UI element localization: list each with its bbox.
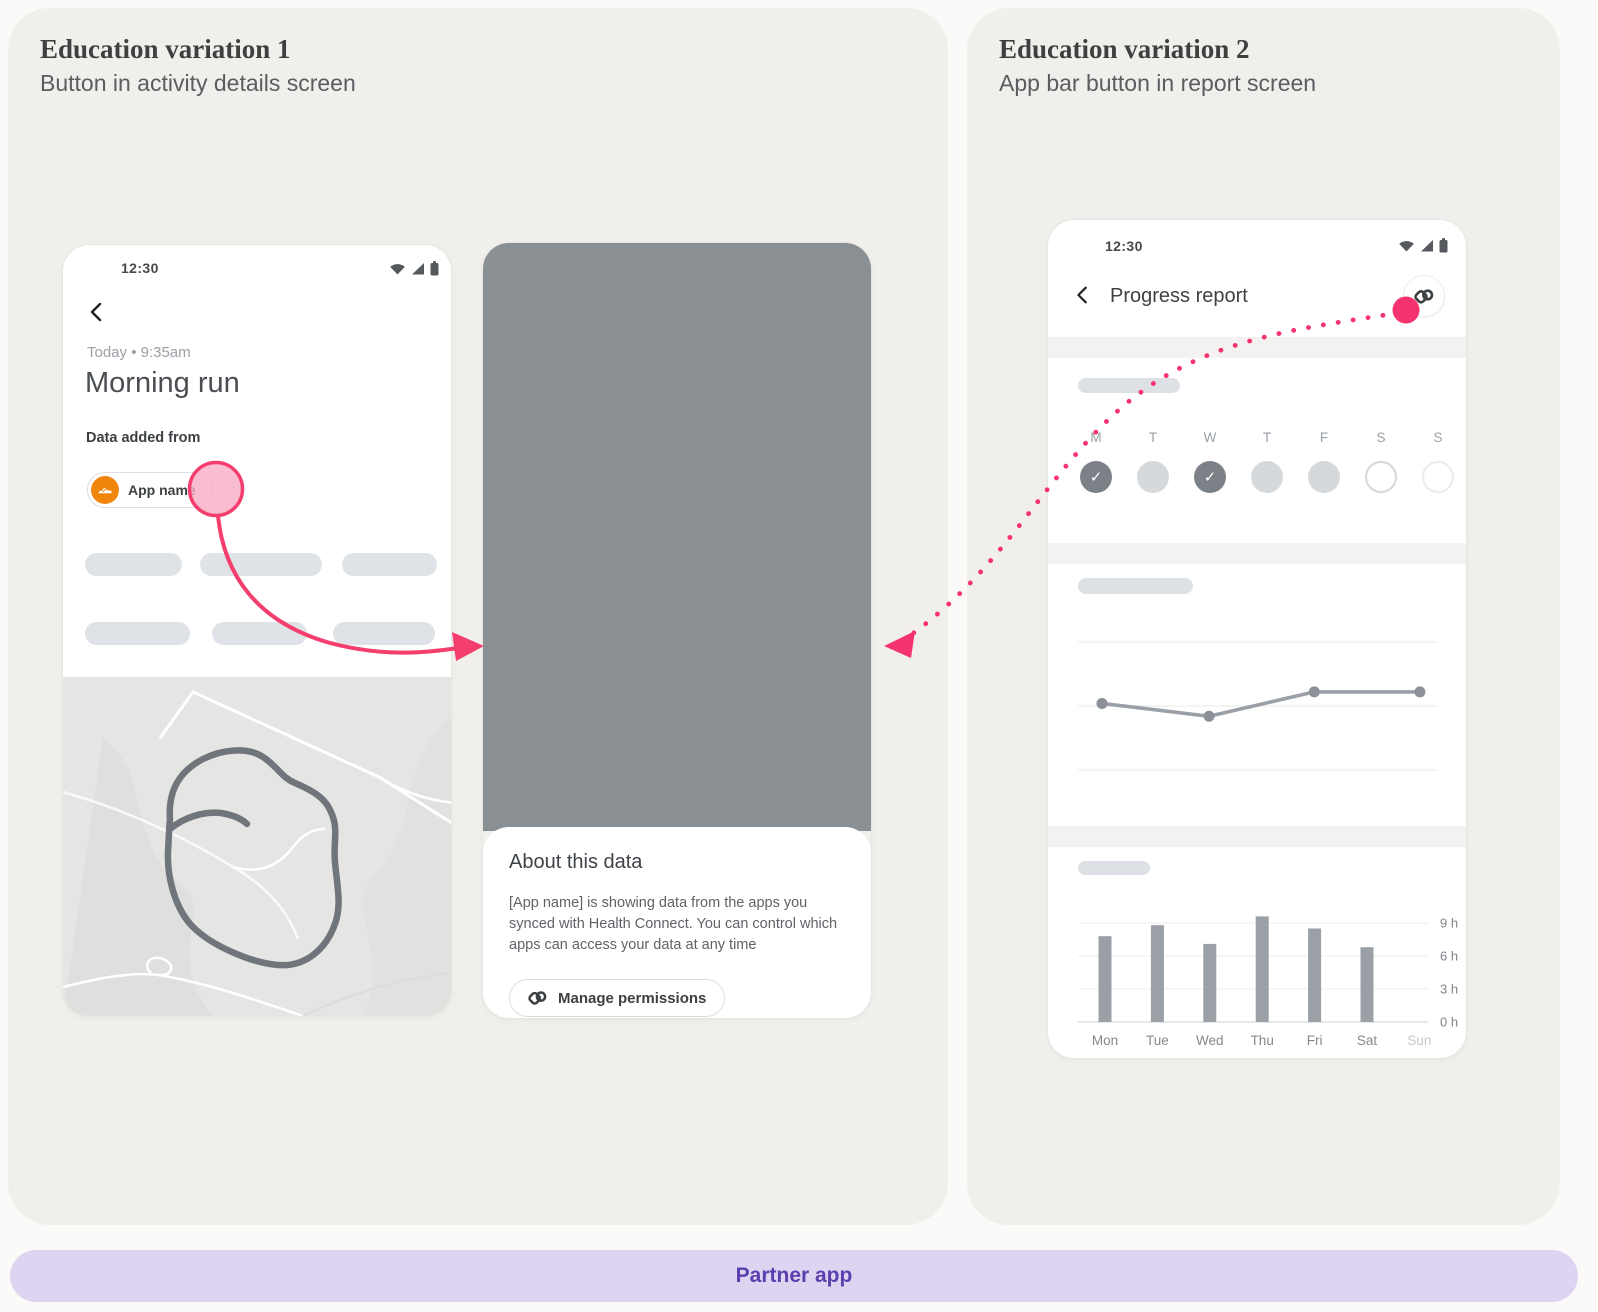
weekday-status-circle[interactable]: ✓	[1080, 461, 1112, 493]
svg-text:9 h: 9 h	[1440, 916, 1458, 931]
panel-variation-1: Education variation 1 Button in activity…	[8, 8, 948, 1225]
weekday-column: M ✓	[1078, 430, 1114, 493]
activity-title: Morning run	[85, 367, 240, 399]
status-time: 12:30	[1105, 238, 1143, 254]
app-name-chip[interactable]: App name	[87, 472, 213, 508]
back-button[interactable]	[85, 300, 109, 324]
run-route-path	[164, 747, 342, 969]
weekday-label: S	[1376, 430, 1386, 445]
phone-progress-report: 12:30 Progress report M ✓ T W ✓ T	[1048, 220, 1466, 1058]
cellular-signal-icon	[412, 262, 424, 274]
partner-app-bar: Partner app	[10, 1250, 1578, 1302]
status-icons	[389, 261, 439, 276]
skeleton-pill	[1078, 861, 1150, 875]
trend-line-chart	[1078, 641, 1436, 771]
sheet-title: About this data	[509, 851, 643, 873]
section-divider	[1048, 337, 1466, 358]
weekday-column: T	[1249, 430, 1285, 493]
svg-text:Sat: Sat	[1357, 1033, 1378, 1048]
svg-text:0 h: 0 h	[1440, 1015, 1458, 1030]
health-connect-appbar-button[interactable]	[1403, 275, 1445, 317]
panel-title: Education variation 1	[40, 34, 291, 64]
skeleton-pill	[85, 622, 190, 645]
status-time: 12:30	[121, 260, 159, 276]
weekday-column: S	[1363, 430, 1399, 493]
panel-subtitle: App bar button in report screen	[999, 70, 1317, 96]
hours-bar-chart: 9 h 6 h 3 h 0 h Mon Tue Wed Thu Fri Sat Sun	[1078, 916, 1458, 1048]
weekday-column: T	[1135, 430, 1171, 493]
svg-text:Fri: Fri	[1307, 1033, 1323, 1048]
app-bar-title: Progress report	[1110, 285, 1248, 307]
weekday-status-circle[interactable]	[1365, 461, 1397, 493]
back-button[interactable]	[1072, 284, 1094, 306]
svg-text:Wed: Wed	[1196, 1033, 1224, 1048]
svg-text:Sun: Sun	[1407, 1033, 1431, 1048]
health-connect-icon	[528, 991, 547, 1005]
weekday-label: M	[1090, 430, 1102, 445]
svg-text:3 h: 3 h	[1440, 982, 1458, 997]
status-icons	[1398, 238, 1448, 253]
manage-permissions-label: Manage permissions	[558, 989, 707, 1007]
panel-variation-2: Education variation 2 App bar button in …	[967, 8, 1560, 1225]
app-chip-label: App name	[128, 482, 196, 498]
weekday-status-circle[interactable]	[1137, 461, 1169, 493]
chevron-left-icon	[1077, 286, 1087, 304]
battery-icon	[1439, 238, 1448, 253]
phone-activity-details: 12:30 Today • 9:35am Morning run Data ad…	[63, 245, 451, 1016]
partner-app-label: Partner app	[735, 1264, 853, 1287]
weekday-label: T	[1148, 430, 1158, 445]
cellular-signal-icon	[1421, 239, 1433, 251]
phone-about-data-modal: About this data [App name] is showing da…	[483, 243, 871, 1018]
weekday-label: W	[1203, 430, 1217, 445]
chevron-left-icon	[90, 302, 102, 322]
svg-text:Thu: Thu	[1251, 1033, 1274, 1048]
skeleton-pill	[1078, 378, 1180, 393]
section-divider	[1048, 543, 1466, 564]
skeleton-pill	[1078, 578, 1193, 594]
panel-title: Education variation 2	[999, 34, 1250, 64]
svg-text:6 h: 6 h	[1440, 949, 1458, 964]
modal-scrim[interactable]	[483, 243, 871, 831]
checkmark-icon: ✓	[1089, 468, 1103, 486]
wifi-icon	[390, 263, 405, 274]
weekday-label: T	[1262, 430, 1272, 445]
data-added-from-label: Data added from	[86, 430, 201, 446]
wifi-icon	[1399, 240, 1414, 251]
route-map	[63, 677, 451, 1016]
skeleton-pill	[333, 622, 435, 645]
skeleton-pill	[85, 553, 182, 576]
weekday-label: S	[1433, 430, 1443, 445]
activity-timestamp: Today • 9:35am	[87, 344, 191, 361]
weekday-label: F	[1319, 430, 1329, 445]
weekday-column: S	[1420, 430, 1456, 493]
skeleton-pill	[342, 553, 437, 576]
weekday-row: M ✓ T W ✓ T F S S	[1078, 430, 1456, 493]
weekday-status-circle[interactable]	[1422, 461, 1454, 493]
about-data-bottom-sheet: About this data [App name] is showing da…	[483, 827, 871, 1018]
weekday-column: F	[1306, 430, 1342, 493]
manage-permissions-button[interactable]: Manage permissions	[509, 979, 726, 1017]
running-shoe-icon	[91, 476, 119, 504]
section-divider	[1048, 826, 1466, 847]
sheet-body-text: [App name] is showing data from the apps…	[509, 895, 838, 953]
weekday-column: W ✓	[1192, 430, 1228, 493]
panel-subtitle: Button in activity details screen	[40, 70, 356, 96]
battery-icon	[430, 261, 439, 276]
weekday-status-circle[interactable]	[1308, 461, 1340, 493]
weekday-status-circle[interactable]: ✓	[1194, 461, 1226, 493]
svg-text:Mon: Mon	[1092, 1033, 1118, 1048]
weekday-status-circle[interactable]	[1251, 461, 1283, 493]
skeleton-pill	[200, 553, 322, 576]
svg-text:Tue: Tue	[1146, 1033, 1169, 1048]
skeleton-pill	[212, 622, 307, 645]
checkmark-icon: ✓	[1203, 468, 1217, 486]
health-connect-icon	[1413, 288, 1433, 304]
